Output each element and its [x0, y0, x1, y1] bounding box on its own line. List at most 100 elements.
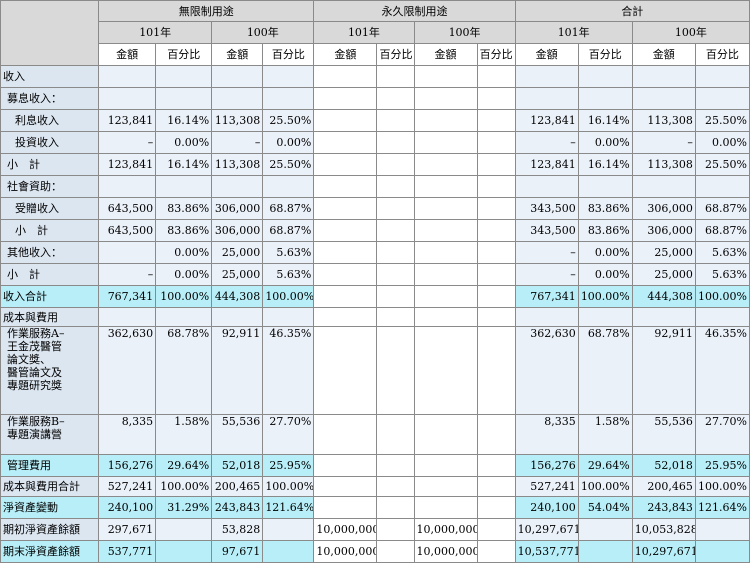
amount-cell: [413, 175, 478, 198]
row-label: 其他收入：: [0, 241, 100, 264]
amount-cell: [631, 307, 696, 327]
percent-cell: [376, 518, 415, 541]
row-label: 作業服務A– 王金茂醫管 論文獎、 醫管論文及 專題研究獎: [0, 326, 100, 415]
row-label: 小 計: [0, 263, 100, 286]
amount-cell: 444,308: [211, 285, 264, 308]
table-row: 收入合計 767,341 100.00% 444,308 100.00% 767,341 1…: [0, 285, 750, 308]
amount-cell: 113,308: [631, 109, 696, 132]
percent-cell: [376, 285, 415, 308]
row-label: 收入合計: [0, 285, 100, 308]
amount-cell: [413, 65, 478, 88]
row-label: 社會資助：: [0, 175, 100, 198]
amount-cell: 10,537,771: [514, 540, 579, 563]
amount-cell: [631, 175, 696, 198]
amount-cell: [313, 65, 378, 88]
percent-cell: 100.00%: [694, 476, 750, 497]
percent-cell: [476, 518, 516, 541]
amount-cell: –: [211, 131, 264, 154]
amount-header: 金額: [514, 43, 579, 66]
percent-cell: [155, 518, 213, 541]
percent-cell: 16.14%: [577, 109, 633, 132]
percent-cell: 25.95%: [694, 454, 750, 477]
percent-header: 百分比: [577, 43, 633, 66]
percent-header: 百分比: [262, 43, 315, 66]
year-header: 100年: [413, 21, 516, 44]
amount-cell: 643,500: [98, 197, 157, 220]
percent-cell: [476, 307, 516, 327]
amount-cell: [98, 65, 157, 88]
amount-cell: [413, 326, 478, 415]
percent-cell: [577, 175, 633, 198]
percent-cell: 121.64%: [694, 496, 750, 519]
percent-cell: [694, 65, 750, 88]
amount-cell: 10,000,000: [413, 540, 478, 563]
percent-cell: 25.50%: [262, 153, 315, 176]
amount-cell: [211, 65, 264, 88]
amount-cell: [413, 263, 478, 286]
table-row: 利息收入 123,841 16.14% 113,308 25.50% 123,841 16.…: [0, 109, 750, 132]
percent-cell: [476, 414, 516, 455]
percent-cell: 83.86%: [155, 197, 213, 220]
amount-cell: [313, 326, 378, 415]
percent-cell: 68.87%: [694, 197, 750, 220]
percent-cell: 83.86%: [577, 219, 633, 242]
table-row: 成本與費用: [0, 307, 750, 327]
amount-cell: 10,000,000: [313, 518, 378, 541]
row-label: 利息收入: [0, 109, 100, 132]
percent-cell: [376, 476, 415, 497]
percent-cell: 25.50%: [694, 153, 750, 176]
amount-cell: 52,018: [211, 454, 264, 477]
percent-cell: 25.50%: [694, 109, 750, 132]
percent-cell: 68.87%: [262, 197, 315, 220]
table-row: 受贈收入 643,500 83.86% 306,000 68.87% 343,500 83.…: [0, 197, 750, 220]
percent-cell: [376, 307, 415, 327]
amount-cell: 362,630: [98, 326, 157, 415]
amount-cell: 767,341: [514, 285, 579, 308]
percent-cell: 46.35%: [262, 326, 315, 415]
percent-cell: [262, 307, 315, 327]
amount-header: 金額: [413, 43, 478, 66]
amount-cell: 444,308: [631, 285, 696, 308]
amount-cell: –: [514, 241, 579, 264]
amount-cell: 343,500: [514, 219, 579, 242]
percent-cell: [155, 175, 213, 198]
amount-cell: 10,297,671: [514, 518, 579, 541]
percent-cell: [577, 518, 633, 541]
percent-cell: 25.95%: [262, 454, 315, 477]
amount-cell: [413, 285, 478, 308]
amount-cell: 92,911: [631, 326, 696, 415]
amount-cell: [413, 153, 478, 176]
amount-cell: 306,000: [631, 197, 696, 220]
percent-cell: [376, 109, 415, 132]
percent-cell: [476, 131, 516, 154]
percent-cell: [376, 496, 415, 519]
percent-header: 百分比: [694, 43, 750, 66]
percent-cell: 29.64%: [577, 454, 633, 477]
amount-cell: [413, 476, 478, 497]
amount-cell: 55,536: [631, 414, 696, 455]
percent-cell: [694, 87, 750, 110]
table-row: 投資收入 –0.00% –0.00% –0.00% –0.00%: [0, 131, 750, 154]
amount-cell: 123,841: [514, 153, 579, 176]
percent-cell: [577, 540, 633, 563]
row-label: 作業服務B– 專題演講營: [0, 414, 100, 455]
percent-cell: 0.00%: [694, 131, 750, 154]
amount-cell: 156,276: [514, 454, 579, 477]
percent-cell: 5.63%: [694, 263, 750, 286]
amount-cell: –: [631, 131, 696, 154]
percent-cell: [376, 454, 415, 477]
table-row: 作業服務B– 專題演講營 8,335 1.58% 55,536 27.70% 8,335 1…: [0, 414, 750, 455]
amount-cell: 10,053,828: [631, 518, 696, 541]
amount-cell: 25,000: [211, 241, 264, 264]
percent-cell: 100.00%: [262, 285, 315, 308]
percent-cell: 27.70%: [262, 414, 315, 455]
amount-cell: 240,100: [98, 496, 157, 519]
percent-cell: 100.00%: [577, 476, 633, 497]
amount-cell: [413, 87, 478, 110]
table-row: 社會資助：: [0, 175, 750, 198]
percent-cell: [376, 241, 415, 264]
amount-cell: 643,500: [98, 219, 157, 242]
percent-cell: [476, 241, 516, 264]
year-header: 101年: [313, 21, 415, 44]
table-row: 作業服務A– 王金茂醫管 論文獎、 醫管論文及 專題研究獎 362,630 68.7…: [0, 326, 750, 415]
